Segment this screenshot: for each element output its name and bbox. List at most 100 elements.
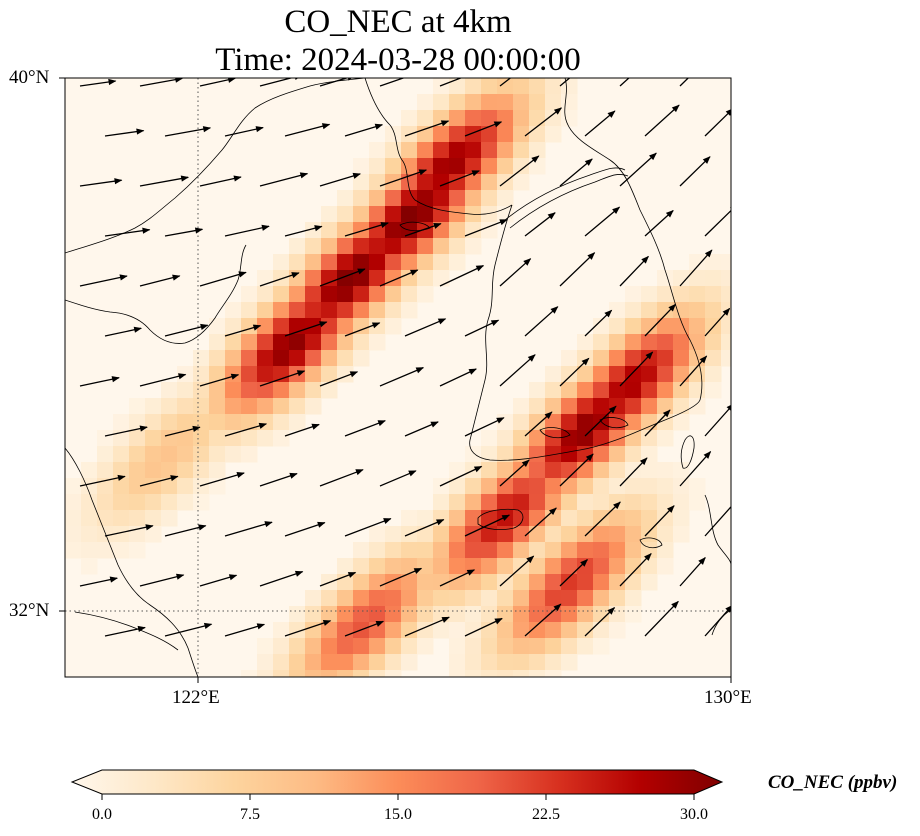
field-cell [433,158,450,175]
field-cell [577,334,594,351]
field-cell [337,590,354,607]
field-cell [561,478,578,495]
field-cell [545,606,562,623]
field-cell [353,606,370,623]
wind-arrow [679,78,690,87]
field-cell [321,222,338,239]
field-cell [65,494,82,511]
field-cell [545,638,562,655]
field-cell [641,574,658,591]
field-cell [177,414,194,431]
field-cell [625,382,642,399]
field-cell [177,494,194,511]
field-cell [321,302,338,319]
field-cell [577,590,594,607]
field-cell [529,446,546,463]
field-cell [369,606,386,623]
field-cell [433,254,450,271]
field-cell [465,590,482,607]
field-cell [465,238,482,255]
field-cell [465,542,482,559]
field-cell [321,286,338,303]
field-cell [449,542,466,559]
wind-arrow [284,521,326,537]
field-cell [321,270,338,287]
field-cell [689,398,706,415]
field-cell [385,238,402,255]
wind-arrow [499,155,540,187]
field-cell [481,190,498,207]
field-cell [609,350,626,367]
field-cell [641,302,658,319]
field-cell [465,654,482,671]
field-cell [641,286,658,303]
field-cell [417,526,434,543]
field-cell [273,654,290,671]
wind-arrow [619,255,649,287]
field-cell [145,398,162,415]
field-cell [369,334,386,351]
field-cell [129,446,146,463]
wind-arrow [319,469,364,487]
field-cell [177,478,194,495]
field-cell [321,606,338,623]
field-cell [513,542,530,559]
field-cell [241,414,258,431]
field-cell [417,206,434,223]
field-cell [113,510,130,527]
wind-arrow [439,569,476,587]
field-cell [273,286,290,303]
field-cell [497,414,514,431]
wind-arrow [379,567,423,587]
colorbar-tick-label: 0.0 [92,806,112,823]
field-cell [193,382,210,399]
field-cell [545,494,562,511]
field-cell [449,574,466,591]
field-cell [113,542,130,559]
field-cell [209,398,226,415]
field-cell [577,398,594,415]
field-cell [401,286,418,303]
field-cell [609,302,626,319]
field-cell [241,366,258,383]
field-cell [321,638,338,655]
field-cell [161,382,178,399]
field-cell [417,286,434,303]
field-cell [385,206,402,223]
wind-arrow [464,617,503,637]
field-cell [545,590,562,607]
field-cell [369,574,386,591]
field-cell [465,558,482,575]
wind-arrow [284,123,331,137]
field-cell [129,542,146,559]
field-cell [257,654,274,671]
field-cell [449,110,466,127]
field-cell [481,638,498,655]
field-cell [481,78,498,95]
field-cell [481,478,498,495]
field-cell [673,414,690,431]
field-cell [433,142,450,159]
field-cell [401,174,418,191]
field-cell [593,430,610,447]
field-cell [497,638,514,655]
wind-arrow [139,373,187,387]
field-cell [193,446,210,463]
field-cell [625,350,642,367]
field-cell [705,382,722,399]
jiangsu-coastline [65,447,199,677]
field-cell [593,558,610,575]
field-cell [705,254,722,271]
field-cell [145,430,162,447]
field-cell [449,206,466,223]
field-cell [481,574,498,591]
field-cell [657,430,674,447]
field-cell [337,206,354,223]
wind-arrow [139,274,181,287]
field-cell [513,494,530,511]
field-cell [657,366,674,383]
field-cell [625,398,642,415]
field-cell [289,302,306,319]
field-cell [305,606,322,623]
wind-arrow [704,498,731,537]
